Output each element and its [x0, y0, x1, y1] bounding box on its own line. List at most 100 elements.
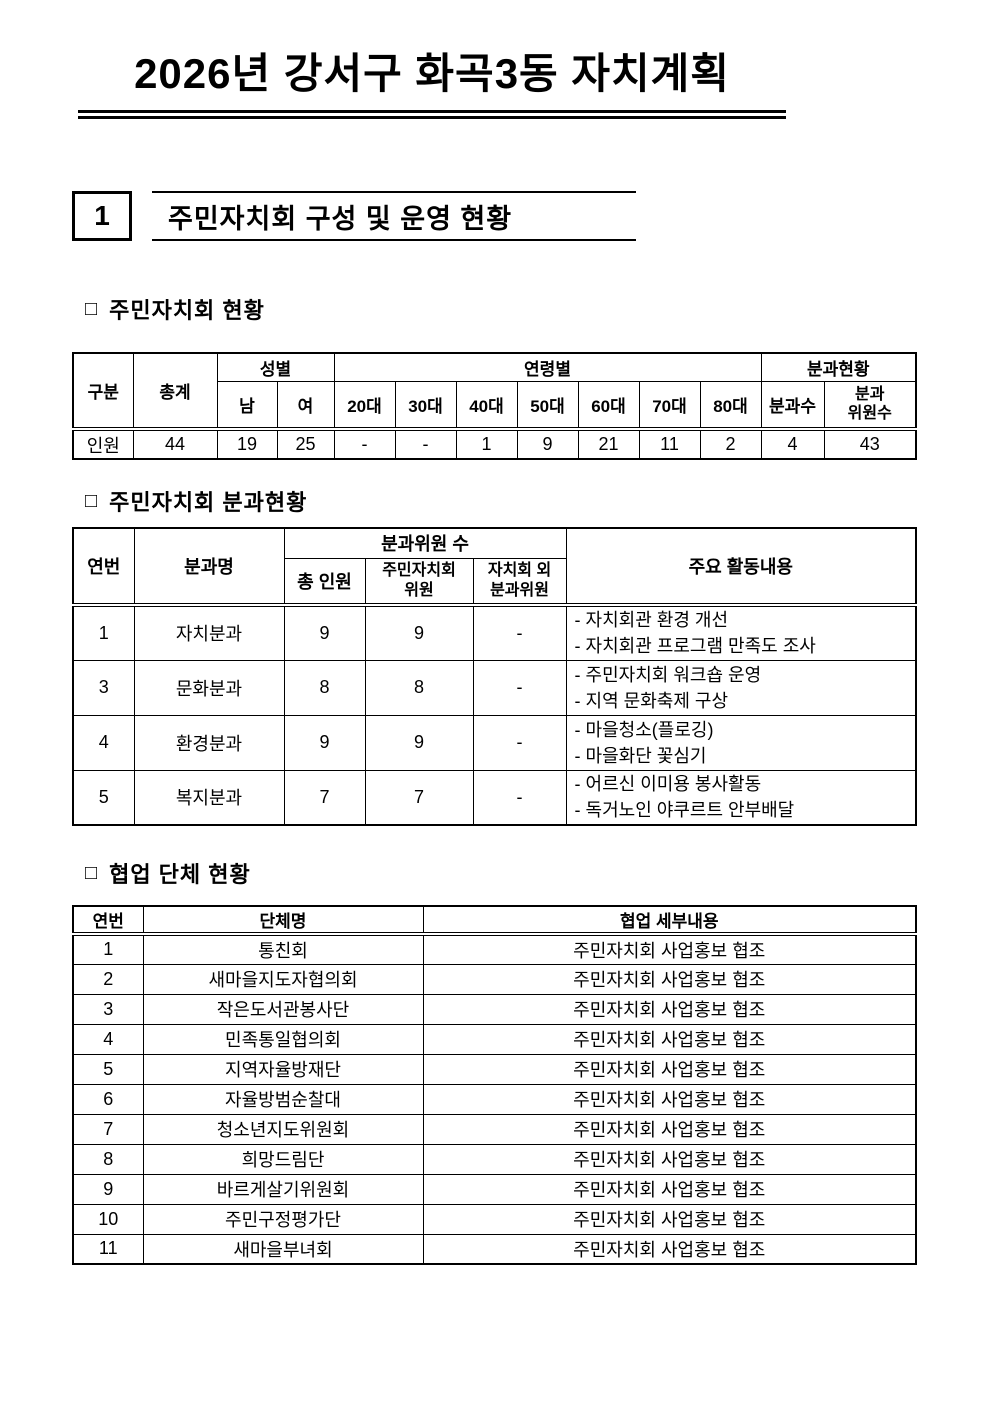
column-group-header: 분과현황: [760, 352, 917, 382]
activity-line: - 독거노인 야쿠르트 안부배달: [574, 800, 795, 821]
table-cell: 자치분과: [133, 603, 285, 661]
table-cell: 9: [516, 427, 579, 460]
table-cell: 복지분과: [133, 769, 285, 826]
heading-cooperation-status: □ 협업 단체 현황: [85, 857, 915, 889]
column-header: 60대: [577, 380, 640, 430]
table-cell: 1: [72, 603, 135, 661]
table-cell: 1: [455, 427, 518, 460]
table-cell: 통친회: [142, 932, 424, 965]
column-group-header: 성별: [216, 352, 335, 382]
table-row: 1 자치분과 9 9 - - 자치회관 환경 개선 - 자치회관 프로그램 만족…: [72, 603, 917, 661]
table-cell: 주민자치회 사업홍보 협조: [422, 1143, 917, 1175]
row-label-cell: 인원: [72, 427, 134, 460]
table-cell: 43: [823, 427, 917, 460]
column-header: 연번: [72, 905, 144, 935]
table-cell: 8: [283, 659, 366, 716]
table-cell: 9: [283, 714, 366, 771]
table-cell: 민족통일협의회: [142, 1023, 424, 1055]
table-cell: 4: [72, 714, 135, 771]
table-cell: 주민자치회 사업홍보 협조: [422, 1023, 917, 1055]
table-row: 7 청소년지도위원회 주민자치회 사업홍보 협조: [72, 1113, 917, 1145]
table-cell: 9: [283, 603, 366, 661]
heading-council-status: □ 주민자치회 현황: [85, 293, 915, 325]
activity-line: - 자치회관 프로그램 만족도 조사: [574, 636, 816, 657]
document-title: 2026년 강서구 화곡3동 자치계획: [134, 50, 730, 97]
table-cell: 10: [72, 1203, 144, 1235]
table-cell: 5: [72, 1053, 144, 1085]
table-cell: 9: [364, 603, 474, 661]
activity-line: - 마을화단 꽃심기: [574, 745, 707, 766]
column-group-header: 분과위원 수: [283, 527, 567, 559]
table-cell: 청소년지도위원회: [142, 1113, 424, 1145]
square-bullet-icon: □: [85, 490, 98, 512]
table-cell: 환경분과: [133, 714, 285, 771]
section-number-box: 1: [72, 191, 132, 241]
table-cell: 3: [72, 993, 144, 1025]
table-row: 5 지역자율방재단 주민자치회 사업홍보 협조: [72, 1053, 917, 1085]
column-group-header: 연령별: [333, 352, 762, 382]
table-cell: -: [472, 769, 567, 826]
table-header-row: 연번 단체명 협업 세부내용: [72, 905, 917, 935]
table-cell: 자율방범순찰대: [142, 1083, 424, 1115]
heading-text: 협업 단체 현황: [109, 862, 251, 887]
column-header: 연번: [72, 527, 135, 606]
heading-text: 주민자치회 분과현황: [109, 490, 308, 515]
table-cell: 새마을지도자협의회: [142, 963, 424, 995]
table-row: 2 새마을지도자협의회 주민자치회 사업홍보 협조: [72, 963, 917, 995]
activities-cell: - 자치회관 환경 개선 - 자치회관 프로그램 만족도 조사: [565, 603, 917, 661]
section-title-block: 주민자치회 구성 및 운영 현황: [152, 191, 636, 241]
section-title: 주민자치회 구성 및 운영 현황: [168, 203, 513, 234]
table-cell: 4: [760, 427, 825, 460]
table-cell: -: [472, 603, 567, 661]
table-cell: -: [472, 714, 567, 771]
column-header: 분과 위원수: [823, 380, 917, 430]
table-cell: 11: [638, 427, 701, 460]
activities-cell: - 어르신 이미용 봉사활동 - 독거노인 야쿠르트 안부배달: [565, 769, 917, 826]
table-cell: 7: [283, 769, 366, 826]
table-row: 인원 44 19 25 - - 1 9 21 11 2 4 43: [72, 427, 917, 460]
table-cell: 주민자치회 사업홍보 협조: [422, 932, 917, 965]
square-bullet-icon: □: [85, 862, 98, 884]
table-cell: 문화분과: [133, 659, 285, 716]
heading-division-status: □ 주민자치회 분과현황: [85, 485, 915, 517]
activity-line: - 마을청소(플로깅): [574, 719, 714, 740]
table-cell: -: [394, 427, 457, 460]
table-header-row: 연번 분과명 분과위원 수 주요 활동내용: [72, 527, 917, 606]
activity-line: - 지역 문화축제 구상: [574, 690, 729, 711]
column-header: 30대: [394, 380, 457, 430]
table-cell: 6: [72, 1083, 144, 1115]
table-subheader-row: 남 여 20대 30대 40대 50대 60대 70대 80대 분과수 분과 위…: [73, 380, 917, 430]
table-cell: 44: [132, 427, 218, 460]
activity-line: - 어르신 이미용 봉사활동: [574, 774, 762, 795]
activity-line: - 자치회관 환경 개선: [574, 610, 729, 631]
heading-text: 주민자치회 현황: [109, 298, 265, 323]
table-cell: 9: [364, 714, 474, 771]
column-header: 주민자치회 위원: [364, 557, 474, 606]
table-cell: 19: [216, 427, 278, 460]
column-header: 50대: [516, 380, 579, 430]
cooperation-table: 연번 단체명 협업 세부내용 1 통친회 주민자치회 사업홍보 협조 2 새마을…: [72, 905, 917, 1265]
section-number: 1: [94, 200, 110, 231]
column-header: 총계: [132, 352, 218, 430]
column-header: 분과수: [760, 380, 825, 430]
table-row: 6 자율방범순찰대 주민자치회 사업홍보 협조: [72, 1083, 917, 1115]
table-cell: -: [333, 427, 396, 460]
table-cell: 주민자치회 사업홍보 협조: [422, 1203, 917, 1235]
table-cell: 9: [72, 1173, 144, 1205]
column-header: 구분: [72, 352, 134, 430]
column-header: 단체명: [142, 905, 424, 935]
table-row: 10 주민구정평가단 주민자치회 사업홍보 협조: [72, 1203, 917, 1235]
table-cell: 25: [276, 427, 335, 460]
table-row: 11 새마을부녀회 주민자치회 사업홍보 협조: [72, 1233, 917, 1265]
table-row: 8 희망드림단 주민자치회 사업홍보 협조: [72, 1143, 917, 1175]
table-cell: -: [472, 659, 567, 716]
table-cell: 21: [577, 427, 640, 460]
table-cell: 지역자율방재단: [142, 1053, 424, 1085]
table-cell: 바르게살기위원회: [142, 1173, 424, 1205]
table-cell: 7: [72, 1113, 144, 1145]
table-cell: 새마을부녀회: [142, 1233, 424, 1265]
council-status-table: 구분 총계 성별 연령별 분과현황 남 여 20대 30대 40대 50대 60…: [72, 352, 918, 460]
table-row: 4 환경분과 9 9 - - 마을청소(플로깅) - 마을화단 꽃심기: [72, 714, 917, 771]
activities-cell: - 주민자치회 워크숍 운영 - 지역 문화축제 구상: [565, 659, 917, 716]
